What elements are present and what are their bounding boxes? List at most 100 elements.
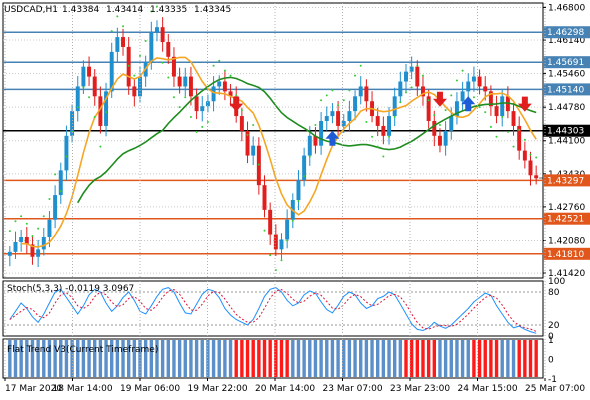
flat-trend-bar xyxy=(285,340,289,377)
parabolic-sar-dot xyxy=(331,89,334,92)
flat-trend-bar xyxy=(217,340,221,377)
parabolic-sar-dot xyxy=(280,259,283,262)
parabolic-sar-dot xyxy=(405,91,407,94)
time-axis-tick-label: 19 Mar 22:00 xyxy=(188,384,248,394)
flat-trend-bar xyxy=(228,340,233,377)
flat-trend-bar xyxy=(19,340,23,377)
flat-trend-bar xyxy=(483,340,487,377)
buy-signal-arrow xyxy=(325,130,340,146)
bearish-candle xyxy=(381,125,386,136)
bullish-candle xyxy=(341,120,346,126)
sell-signal-arrow xyxy=(517,96,532,112)
flat-trend-bar xyxy=(359,340,363,377)
parabolic-sar-dot xyxy=(144,40,147,43)
bullish-candle xyxy=(115,37,120,52)
parabolic-sar-dot xyxy=(478,106,481,109)
parabolic-sar-dot xyxy=(257,163,260,166)
bullish-candle xyxy=(404,71,408,82)
flat-trend-bar xyxy=(121,340,125,377)
flat-trend-bar xyxy=(8,340,12,377)
flat-trend-bar xyxy=(472,340,476,377)
flat-trend-bar xyxy=(126,340,131,377)
flat-trend-bar xyxy=(494,340,499,377)
bearish-candle xyxy=(228,91,233,97)
parabolic-sar-dot xyxy=(535,156,538,159)
parabolic-sar-dot xyxy=(252,123,255,126)
parabolic-sar-dot xyxy=(518,128,521,131)
parabolic-sar-dot xyxy=(110,30,113,33)
bearish-candle xyxy=(420,86,425,97)
parabolic-sar-dot xyxy=(31,235,34,238)
bullish-candle xyxy=(392,96,397,117)
level-price-tag xyxy=(543,56,590,69)
parabolic-sar-dot xyxy=(195,130,198,133)
level-price-tag xyxy=(543,174,590,187)
sell-signal-arrow xyxy=(432,91,447,107)
flat-trend-bar xyxy=(460,340,465,377)
bearish-candle xyxy=(375,116,380,126)
stochastic-main-line xyxy=(9,287,537,334)
parabolic-sar-dot xyxy=(240,109,243,112)
bullish-candle xyxy=(454,101,459,117)
bearish-candle xyxy=(171,56,176,77)
parabolic-sar-dot xyxy=(20,215,23,218)
bullish-candle xyxy=(398,81,403,97)
flat-trend-bar xyxy=(172,340,176,377)
flat-trend-bar xyxy=(87,340,91,377)
flat-trend-bar xyxy=(426,340,431,377)
parabolic-sar-dot xyxy=(433,114,436,117)
flat-trend-bar xyxy=(319,340,323,377)
bullish-candle xyxy=(64,135,69,171)
price-axis-tick-label: 1.42080 xyxy=(548,236,585,246)
flat-trend-bar xyxy=(523,340,527,377)
flat-trend-bar xyxy=(70,340,74,377)
bearish-candle xyxy=(87,66,92,77)
parabolic-sar-dot xyxy=(450,94,453,97)
flat-trend-bar xyxy=(404,340,408,377)
stochastic-axis-tick-label: 80 xyxy=(548,288,560,298)
bearish-candle xyxy=(273,234,278,250)
flat-trend-bar xyxy=(511,340,516,377)
parabolic-sar-dot xyxy=(297,199,300,202)
flat-trend-bar xyxy=(47,340,52,377)
price-axis-tick-label: 1.45460 xyxy=(548,70,585,80)
bearish-candle xyxy=(432,120,437,136)
parabolic-sar-dot xyxy=(93,116,96,119)
bearish-candle xyxy=(188,76,193,97)
parabolic-sar-dot xyxy=(139,54,141,57)
level-price-tag xyxy=(543,247,590,260)
parabolic-sar-dot xyxy=(88,96,91,99)
flat-trend-bar xyxy=(291,340,295,377)
bullish-candle xyxy=(358,86,363,97)
flat-trend-bar xyxy=(138,340,142,377)
time-axis-tick-label: 17 Mar 2020 xyxy=(5,384,62,394)
level-price-label: 1.45140 xyxy=(547,85,584,95)
flat-trend-bar xyxy=(160,340,165,377)
parabolic-sar-dot xyxy=(178,106,181,109)
parabolic-sar-dot xyxy=(371,135,374,138)
bullish-candle xyxy=(149,32,154,62)
flat-trend-bar xyxy=(534,340,538,377)
parabolic-sar-dot xyxy=(54,173,57,176)
parabolic-sar-dot xyxy=(501,116,504,119)
flat-trend-bar xyxy=(189,340,193,377)
flat-trend-bar xyxy=(489,340,493,377)
parabolic-sar-dot xyxy=(167,76,170,79)
parabolic-sar-dot xyxy=(76,106,79,109)
parabolic-sar-dot xyxy=(212,64,215,67)
flat-trend-bar xyxy=(268,340,272,377)
bearish-candle xyxy=(245,130,250,156)
flat-trend-bar xyxy=(211,340,216,377)
bullish-candle xyxy=(200,106,205,112)
price-axis-tick-label: 1.42760 xyxy=(548,203,585,213)
flat-trend-bar xyxy=(455,340,459,377)
parabolic-sar-dot xyxy=(484,111,487,114)
level-price-tag xyxy=(543,212,590,225)
flat-trend-bar xyxy=(387,340,391,377)
stochastic-label: Stoch(5,3,3) -0.0119 3.0967 xyxy=(7,284,134,294)
bullish-candle xyxy=(319,120,324,146)
parabolic-sar-dot xyxy=(99,145,102,148)
parabolic-sar-dot xyxy=(421,74,424,77)
bullish-candle xyxy=(347,111,352,121)
